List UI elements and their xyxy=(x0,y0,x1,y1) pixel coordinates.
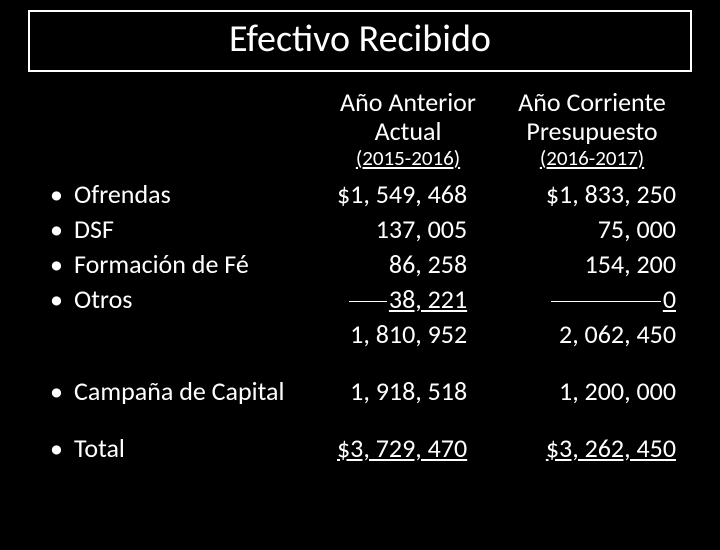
campana-a: 1, 918, 518 xyxy=(316,374,501,409)
label-dsf: DSF xyxy=(74,212,114,247)
subtotal-b: 2, 062, 450 xyxy=(501,317,684,352)
row-ofrendas: •Ofrendas $1, 549, 468 $1, 833, 250 xyxy=(36,177,684,212)
bullet-icon: • xyxy=(50,177,74,212)
label-formacion: Formación de Fé xyxy=(74,247,249,282)
bullet-icon: • xyxy=(50,247,74,282)
row-dsf: •DSF 137, 005 75, 000 xyxy=(36,212,684,247)
total-a: $3, 729, 470 xyxy=(316,431,501,466)
header-row-2: Actual Presupuesto xyxy=(36,118,684,145)
bullet-icon: • xyxy=(50,431,74,466)
bullet-icon: • xyxy=(50,282,74,317)
row-campana: •Campaña de Capital 1, 918, 518 1, 200, … xyxy=(36,374,684,409)
header-curr-year: Año Corriente xyxy=(500,86,684,118)
bullet-icon: • xyxy=(50,212,74,247)
ofrendas-a: $1, 549, 468 xyxy=(316,177,501,212)
campana-b: 1, 200, 000 xyxy=(501,374,684,409)
header-budget: Presupuesto xyxy=(500,118,684,145)
content-area: Año Anterior Año Corriente Actual Presup… xyxy=(0,72,720,466)
header-prev-year: Año Anterior xyxy=(316,86,500,118)
title-box: Efectivo Recibido xyxy=(28,10,692,72)
header-period-a: (2015-2016) xyxy=(316,145,500,172)
label-otros: Otros xyxy=(74,282,132,317)
header-row-1: Año Anterior Año Corriente xyxy=(36,86,684,118)
dsf-b: 75, 000 xyxy=(501,212,684,247)
label-campana: Campaña de Capital xyxy=(74,374,284,409)
total-b: $3, 262, 450 xyxy=(501,431,684,466)
otros-b: 0 xyxy=(501,282,684,317)
header-row-3: (2015-2016) (2016-2017) xyxy=(36,145,684,172)
label-ofrendas: Ofrendas xyxy=(74,177,171,212)
header-period-b: (2016-2017) xyxy=(500,145,684,172)
subtotal-a: 1, 810, 952 xyxy=(316,317,501,352)
page-title: Efectivo Recibido xyxy=(30,16,690,62)
ofrendas-b: $1, 833, 250 xyxy=(501,177,684,212)
row-total: •Total $3, 729, 470 $3, 262, 450 xyxy=(36,431,684,466)
dsf-a: 137, 005 xyxy=(316,212,501,247)
label-total: Total xyxy=(74,431,125,466)
formacion-b: 154, 200 xyxy=(501,247,684,282)
otros-a: 38, 221 xyxy=(316,282,501,317)
header-actual: Actual xyxy=(316,118,500,145)
row-subtotal: 1, 810, 952 2, 062, 450 xyxy=(36,317,684,352)
row-formacion: •Formación de Fé 86, 258 154, 200 xyxy=(36,247,684,282)
formacion-a: 86, 258 xyxy=(316,247,501,282)
bullet-icon: • xyxy=(50,374,74,409)
row-otros: •Otros 38, 221 0 xyxy=(36,282,684,317)
